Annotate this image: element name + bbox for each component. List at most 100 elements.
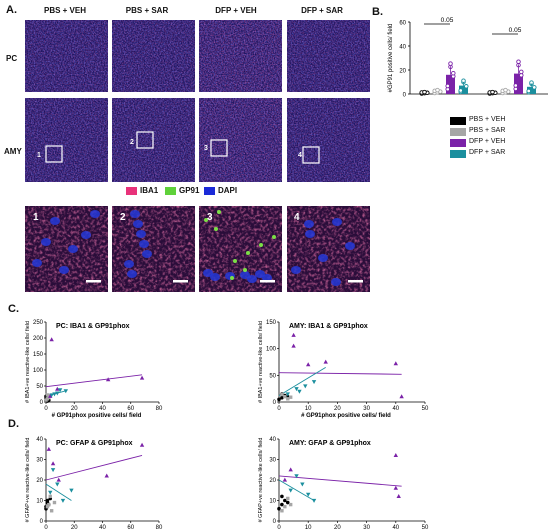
y-tick-label: 30 [36, 458, 43, 464]
y-tick-label: 150 [266, 320, 277, 326]
data-point [277, 397, 281, 402]
legend-swatch [450, 150, 466, 158]
gp91-signal [217, 210, 221, 214]
x-tick-label: 60 [127, 525, 134, 531]
zoom-micrograph-iba1 [25, 206, 108, 292]
nucleus [345, 242, 355, 250]
data-point [48, 393, 53, 398]
nucleus [203, 269, 213, 277]
col-label: PBS + SAR [125, 6, 169, 15]
regression-line [45, 374, 143, 388]
y-axis-label: # GFAP+ve reactive-like cells/ field [258, 438, 264, 523]
data-point [280, 395, 284, 400]
nucleus [90, 210, 100, 218]
data-point [139, 442, 145, 447]
data-point [297, 389, 302, 394]
data-point [399, 394, 404, 399]
data-point [288, 502, 293, 507]
nucleus [142, 250, 152, 258]
zoom-micrograph-iba1 [287, 206, 370, 292]
regression-line [45, 483, 72, 501]
x-tick-label: 10 [305, 525, 312, 531]
y-axis-label: # IBA1+ve reactive-like cells/ field [258, 321, 264, 403]
col-label: DFP + SAR [301, 6, 343, 15]
gp91-signal [246, 251, 250, 255]
gp91-signal [214, 227, 218, 231]
data-point [451, 70, 456, 76]
micrograph-iba1 [25, 98, 108, 182]
nucleus [291, 266, 301, 274]
data-point [57, 388, 63, 393]
data-point [513, 83, 518, 88]
y-tick-label: 50 [36, 384, 43, 390]
data-point [294, 474, 299, 479]
data-point [519, 69, 524, 75]
x-tick-label: 60 [127, 406, 134, 412]
y-tick-label: 0 [273, 400, 277, 406]
data-point [69, 488, 74, 493]
x-tick-label: 50 [422, 525, 429, 531]
data-point [52, 500, 57, 505]
data-point [503, 87, 508, 93]
x-tick-label: 20 [334, 406, 341, 412]
gp91-swatch [165, 187, 176, 195]
micrograph-iba1 [25, 20, 108, 92]
x-axis-label: # GP91phox positive cells/ field [301, 413, 391, 419]
bar [446, 74, 455, 94]
roi-box [210, 139, 228, 157]
data-point [283, 394, 287, 399]
data-point [56, 477, 61, 482]
data-point [45, 393, 50, 397]
y-axis-label: #GP91 positive cells/ field [388, 24, 394, 93]
x-tick-label: 40 [99, 525, 106, 531]
y-tick-label: 40 [269, 437, 276, 443]
nucleus [50, 217, 60, 225]
roi-box [136, 131, 154, 149]
data-point [288, 488, 293, 493]
y-tick-label: 20 [399, 69, 406, 75]
y-axis-label: # GFAP+ve reactive-like cells/ field [25, 438, 31, 523]
y-tick-label: 200 [33, 336, 44, 342]
data-point [435, 87, 440, 93]
data-point [47, 502, 51, 507]
data-point [323, 359, 328, 364]
micrograph-iba1 [199, 20, 282, 92]
roi-number: 4 [298, 152, 302, 159]
y-tick-label: 100 [33, 368, 44, 374]
nucleus [68, 245, 78, 253]
nucleus [305, 230, 315, 238]
plot-title: PC: IBA1 & GP91phox [56, 323, 130, 330]
scale-bar [86, 280, 101, 283]
bar-chart: 0 20 40 60 #GP91 positive cells/ field 0.05 0.… [388, 17, 548, 99]
x-tick-label: 20 [71, 406, 78, 412]
x-tick-label: 0 [277, 406, 281, 412]
zoom-micrograph-iba1 [112, 206, 195, 292]
data-point [55, 482, 60, 487]
nucleus [332, 218, 342, 226]
y-tick-label: 100 [266, 347, 277, 353]
gp91-signal [204, 218, 208, 222]
data-point [55, 391, 60, 396]
y-tick-label: 250 [33, 320, 44, 326]
y-tick-label: 150 [33, 352, 44, 358]
data-point [44, 398, 48, 402]
nucleus [240, 271, 250, 279]
data-point [286, 397, 290, 401]
scale-bar [348, 280, 363, 283]
x-tick-label: 30 [363, 406, 370, 412]
zoom-number: 3 [207, 212, 213, 223]
data-point [49, 393, 54, 398]
micrograph-iba1 [112, 20, 195, 92]
data-point [311, 380, 317, 385]
data-point [105, 377, 111, 382]
y-axis-label: # IBA1+ve reactive-like cells/ field [25, 321, 31, 403]
stain-label: IBA1 [140, 186, 159, 195]
roi-box [302, 146, 320, 164]
data-point [300, 482, 305, 487]
bar [527, 86, 536, 94]
bar [514, 73, 523, 94]
gp91-signal [259, 243, 263, 247]
data-point [283, 504, 287, 509]
data-point [45, 504, 50, 509]
